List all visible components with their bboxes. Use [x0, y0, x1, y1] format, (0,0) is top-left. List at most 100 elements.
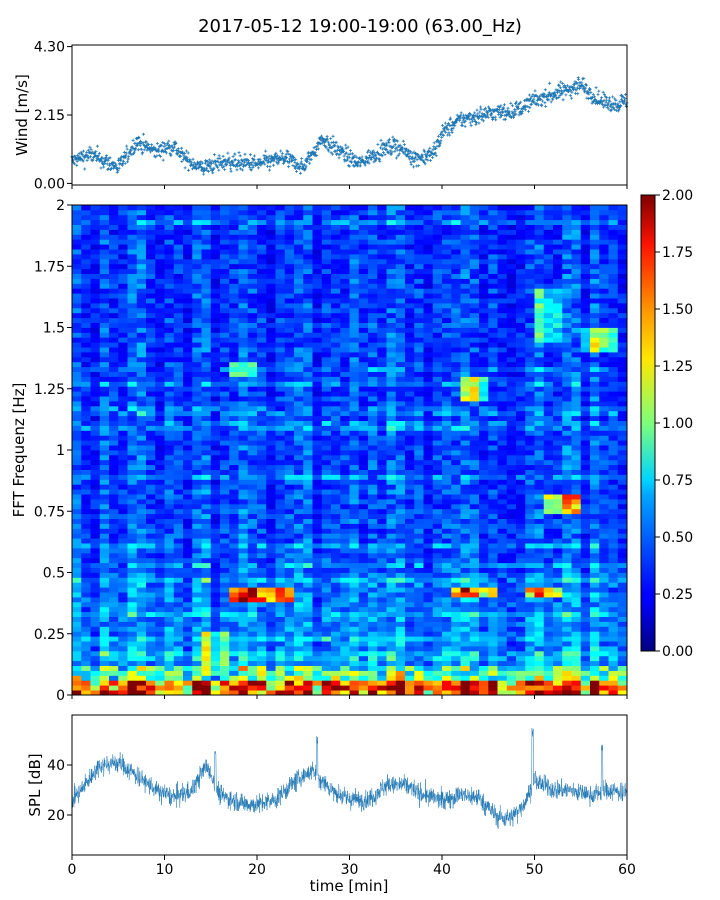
heatmap-cell	[534, 391, 545, 397]
heatmap-cell	[173, 533, 184, 539]
heatmap-cell	[164, 293, 175, 299]
heatmap-cell	[99, 376, 110, 382]
heatmap-cell	[405, 469, 415, 475]
heatmap-cell	[312, 499, 323, 505]
heatmap-cell	[303, 450, 313, 456]
heatmap-cell	[368, 386, 378, 392]
heatmap-cell	[210, 386, 221, 392]
heatmap-cell	[534, 420, 545, 426]
heatmap-cell	[386, 479, 397, 485]
heatmap-cell	[155, 631, 165, 637]
heatmap-cell	[238, 484, 249, 490]
heatmap-cell	[349, 435, 360, 441]
heatmap-cell	[192, 543, 202, 549]
heatmap-cell	[442, 469, 452, 475]
heatmap-cell	[488, 342, 498, 348]
heatmap-cell	[294, 489, 304, 495]
heatmap-cell	[303, 298, 313, 304]
heatmap-cell	[469, 567, 480, 573]
heatmap-cell	[534, 513, 545, 519]
heatmap-cell	[368, 288, 378, 294]
heatmap-cell	[99, 533, 110, 539]
heatmap-cell	[266, 665, 276, 671]
heatmap-cell	[599, 435, 609, 441]
heatmap-cell	[284, 655, 295, 662]
heatmap-cell	[497, 665, 508, 671]
heatmap-cell	[81, 352, 91, 358]
heatmap-cell	[580, 533, 591, 539]
heatmap-cell	[118, 577, 128, 583]
heatmap-cell	[127, 356, 138, 363]
heatmap-cell	[146, 533, 156, 539]
heatmap-cell	[580, 680, 591, 686]
heatmap-cell	[349, 391, 360, 397]
heatmap-cell	[266, 562, 276, 568]
heatmap-cell	[432, 523, 443, 529]
heatmap-cell	[580, 641, 591, 647]
heatmap-cell	[229, 352, 239, 358]
heatmap-cell	[183, 381, 193, 387]
heatmap-cell	[395, 499, 406, 505]
heatmap-cell	[395, 489, 406, 495]
heatmap-cell	[99, 675, 110, 681]
heatmap-cell	[210, 401, 221, 407]
heatmap-cell	[608, 376, 619, 382]
heatmap-cell	[99, 685, 110, 691]
heatmap-cell	[284, 680, 295, 686]
heatmap-cell	[183, 489, 193, 495]
heatmap-cell	[210, 567, 221, 573]
heatmap-cell	[284, 606, 295, 613]
heatmap-cell	[127, 332, 138, 338]
heatmap-cell	[284, 670, 295, 676]
heatmap-cell	[571, 616, 582, 622]
heatmap-cell	[525, 371, 535, 377]
heatmap-cell	[358, 665, 369, 671]
heatmap-cell	[284, 557, 295, 564]
heatmap-cell	[423, 606, 434, 613]
heatmap-cell	[414, 675, 424, 681]
heatmap-cell	[599, 552, 609, 559]
heatmap-cell	[164, 317, 175, 323]
heatmap-cell	[580, 626, 591, 632]
heatmap-cell	[386, 317, 397, 323]
heatmap-cell	[192, 469, 202, 475]
heatmap-cell	[571, 293, 582, 299]
heatmap-cell	[284, 317, 295, 323]
heatmap-cell	[358, 601, 369, 608]
heatmap-cell	[479, 685, 489, 691]
heatmap-cell	[497, 474, 508, 480]
heatmap-cell	[321, 690, 332, 696]
heatmap-cell	[312, 513, 323, 519]
heatmap-cell	[238, 499, 249, 505]
heatmap-cell	[571, 430, 582, 436]
heatmap-cell	[81, 567, 91, 573]
heatmap-cell	[386, 361, 397, 368]
heatmap-cell	[247, 548, 258, 554]
heatmap-cell	[275, 680, 286, 686]
heatmap-cell	[127, 503, 138, 510]
heatmap-cell	[183, 597, 193, 603]
heatmap-cell	[543, 587, 554, 593]
heatmap-cell	[525, 518, 535, 524]
heatmap-cell	[386, 533, 397, 539]
heatmap-cell	[617, 508, 628, 515]
heatmap-cell	[109, 322, 119, 328]
heatmap-cell	[497, 396, 508, 402]
heatmap-cell	[599, 332, 609, 338]
heatmap-cell	[192, 562, 202, 568]
heatmap-cell	[442, 361, 452, 368]
heatmap-cell	[266, 660, 276, 666]
heatmap-cell	[553, 352, 563, 358]
heatmap-cell	[506, 655, 517, 662]
heatmap-cell	[118, 401, 128, 407]
heatmap-cell	[164, 508, 175, 515]
heatmap-cell	[303, 592, 313, 598]
heatmap-cell	[247, 371, 258, 377]
heatmap-cell	[99, 626, 110, 632]
heatmap-cell	[321, 288, 332, 294]
heatmap-cell	[386, 469, 397, 475]
heatmap-cell	[229, 567, 239, 573]
heatmap-cell	[321, 523, 332, 529]
heatmap-cell	[553, 518, 563, 524]
heatmap-cell	[580, 405, 591, 412]
